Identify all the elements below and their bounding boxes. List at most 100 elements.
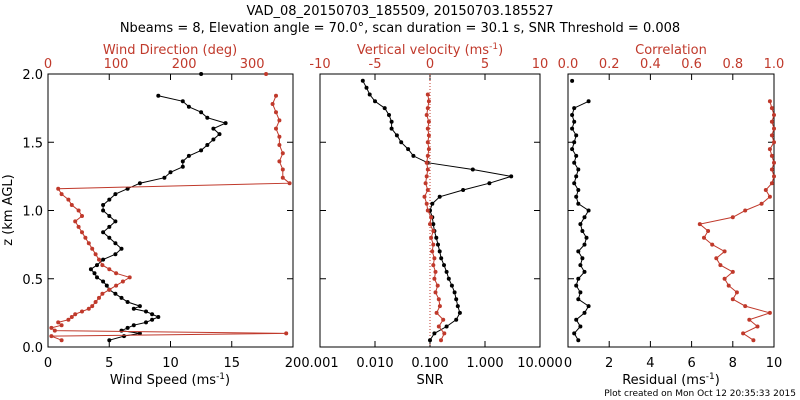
data-point-correlation (741, 331, 746, 336)
data-point-wind-speed (180, 164, 185, 169)
z-tick-label: 1.5 (22, 136, 43, 151)
data-point-snr (437, 194, 442, 199)
data-point-wind-direction (59, 323, 64, 328)
data-point-vertical-velocity (424, 160, 429, 165)
data-point-correlation (730, 215, 735, 220)
bottom-tick-label: 0.010 (356, 356, 393, 371)
data-point-wind-direction (80, 309, 84, 314)
data-point-wind-speed (162, 175, 167, 180)
data-point-residual (586, 99, 591, 104)
series-line-wind-direction (50, 95, 291, 341)
bottom-tick-label: 0.100 (411, 356, 448, 371)
data-point-wind-speed (113, 291, 118, 296)
data-point-snr (387, 113, 391, 117)
data-point-wind-speed (113, 241, 118, 246)
data-point-wind-speed (113, 192, 118, 197)
data-point-residual (570, 147, 575, 152)
series-line-wind-speed (90, 95, 228, 341)
data-point-correlation (722, 249, 727, 254)
bottom-tick-label: 10.000 (517, 356, 563, 371)
data-point-wind-speed (122, 334, 126, 339)
wind-direction-ticks: 0 100 200 300 (44, 57, 265, 72)
data-point-wind-speed (119, 328, 124, 333)
data-point-wind-speed (137, 331, 142, 336)
series-line-correlation (698, 101, 775, 341)
data-point-wind-speed (125, 325, 130, 330)
bottom-tick-label: 2 (605, 356, 613, 371)
data-point-wind-direction (80, 214, 84, 218)
data-point-correlation (726, 283, 731, 288)
data-point-wind-speed (211, 137, 216, 142)
series-line-snr (362, 80, 512, 341)
data-point-vertical-velocity (433, 269, 438, 274)
data-point-wind-speed (168, 170, 173, 175)
data-point-wind-direction (52, 328, 57, 333)
data-point-correlation (710, 242, 715, 247)
data-point-vertical-velocity (425, 167, 430, 172)
wind-direction-axis-title: Wind Direction (deg) (103, 43, 237, 58)
snr-ticks: 0.001 0.010 0.100 1.000 10.000 (301, 74, 563, 371)
data-point-wind-direction (80, 230, 84, 235)
series-line-residual (571, 100, 590, 341)
data-point-wind-direction (93, 252, 98, 257)
data-point-residual (586, 304, 591, 309)
data-point-residual (576, 188, 581, 192)
top-tick-label: 5 (481, 57, 489, 72)
data-point-vertical-velocity (437, 304, 442, 309)
top-tick-label: 0.6 (681, 57, 702, 72)
data-point-wind-speed (144, 320, 148, 325)
top-tick-label: 0 (44, 57, 52, 72)
data-point-snr (434, 235, 439, 240)
data-point-snr (411, 153, 416, 158)
data-point-wind-speed (119, 246, 124, 251)
data-point-snr (389, 119, 394, 124)
data-point-residual (582, 269, 587, 274)
data-point-vertical-velocity (435, 283, 440, 288)
data-point-wind-direction (277, 118, 282, 123)
data-point-residual (576, 249, 581, 254)
top-tick-label: 0.8 (722, 57, 743, 72)
data-point-vertical-velocity (432, 256, 437, 261)
data-point-snr (406, 147, 411, 152)
data-point-correlation (769, 119, 774, 124)
data-point-wind-direction (86, 306, 91, 311)
vertical-velocity-axis-title: Vertical velocity (ms-1) (357, 42, 503, 58)
data-point-wind-speed (217, 132, 222, 137)
data-point-snr (457, 310, 462, 315)
data-point-wind-speed (101, 208, 106, 213)
bottom-tick-label: 0 (564, 356, 572, 371)
data-point-residual (572, 140, 577, 145)
data-point-wind-speed (95, 263, 99, 268)
z-tick-label: 2.0 (22, 68, 43, 83)
snr-axis-title: SNR (416, 373, 443, 388)
data-point-snr (444, 269, 449, 274)
data-point-wind-speed (150, 317, 155, 322)
data-point-residual (576, 338, 581, 343)
top-tick-label: 100 (104, 57, 129, 72)
data-point-wind-direction (280, 175, 285, 180)
data-point-correlation (772, 113, 776, 117)
data-point-residual (582, 215, 587, 220)
data-point-vertical-velocity (424, 201, 429, 206)
data-point-correlation (772, 174, 776, 179)
top-tick-label: -10 (309, 57, 330, 72)
data-point-wind-direction (83, 235, 88, 240)
data-point-vertical-velocity (429, 235, 434, 240)
bottom-tick-label: 5 (105, 356, 113, 371)
top-tick-label: -5 (369, 57, 382, 72)
data-point-vertical-velocity (431, 263, 436, 268)
data-point-snr (454, 297, 459, 302)
data-point-snr (509, 174, 514, 179)
data-point-wind-direction (69, 315, 74, 319)
data-point-wind-speed (92, 271, 97, 276)
data-point-residual (574, 194, 579, 199)
data-point-snr (428, 338, 432, 343)
wind-speed-axis-title: Wind Speed (ms-1) (110, 372, 230, 388)
data-point-wind-speed (144, 309, 148, 314)
bottom-tick-label: 0 (44, 356, 52, 371)
residual-ticks: 0 2 4 6 8 10 (564, 74, 782, 371)
data-point-vertical-velocity (431, 229, 436, 233)
data-point-residual (572, 181, 577, 186)
data-point-correlation (706, 229, 711, 233)
data-point-wind-direction (56, 186, 61, 191)
